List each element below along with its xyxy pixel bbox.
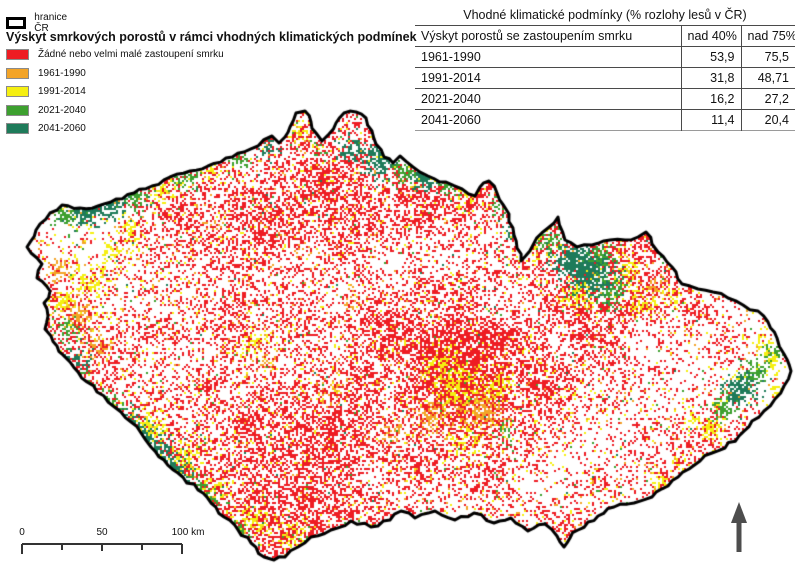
legend-item: 1961-1990 <box>6 67 224 79</box>
legend-item-label: 1991-2014 <box>38 86 86 97</box>
scale-label-50: 50 <box>96 527 108 538</box>
legend-item-label: Žádné nebo velmi malé zastoupení smrku <box>38 49 224 60</box>
value-cell: 53,9 <box>680 46 741 68</box>
table-row: 2041-2060 11,4 20,4 <box>415 109 795 131</box>
table-row: 1961-1990 53,9 75,5 <box>415 46 795 68</box>
climate-conditions-table: Výskyt porostů se zastoupením smrku nad … <box>415 25 795 131</box>
value-cell: 27,2 <box>740 88 795 110</box>
legend-item: 1991-2014 <box>6 86 224 97</box>
north-arrow-icon <box>731 502 747 552</box>
value-cell: 11,4 <box>680 109 741 131</box>
value-cell: 75,5 <box>740 46 795 68</box>
scale-label-0: 0 <box>19 527 25 538</box>
column-header: nad 75% <box>740 25 795 47</box>
legend-swatch-2021-2040 <box>6 104 29 116</box>
climate-table: Vhodné klimatické podmínky (% rozlohy le… <box>415 6 795 131</box>
table-row: 2021-2040 16,2 27,2 <box>415 88 795 110</box>
value-cell: 16,2 <box>680 88 741 110</box>
period-cell: 2021-2040 <box>421 91 481 106</box>
value-cell: 48,71 <box>740 67 795 89</box>
legend-item: 2041-2060 <box>6 123 224 134</box>
table-row: 1991-2014 31,8 48,71 <box>415 67 795 89</box>
legend-swatch-1991-2014 <box>6 86 29 97</box>
scale-label-100km: 100 km <box>171 527 205 538</box>
legend-swatch-2041-2060 <box>6 123 29 134</box>
column-header: Výskyt porostů se zastoupením smrku <box>421 28 633 43</box>
country-border-symbol <box>6 17 27 29</box>
value-cell: 31,8 <box>680 67 741 89</box>
legend-item-label: 1961-1990 <box>38 67 86 79</box>
scale-bar-ruler <box>21 543 183 554</box>
legend-items: Žádné nebo velmi malé zastoupení smrku 1… <box>6 49 224 142</box>
legend-item-label: 2041-2060 <box>38 123 86 134</box>
value-cell: 20,4 <box>740 109 795 131</box>
legend-item: 2021-2040 <box>6 104 224 116</box>
boundary-legend-item: hranice ČR <box>6 12 72 34</box>
period-cell: 2041-2060 <box>421 112 481 127</box>
legend-item: Žádné nebo velmi malé zastoupení smrku <box>6 49 224 60</box>
period-cell: 1961-1990 <box>421 49 481 64</box>
period-cell: 1991-2014 <box>421 70 481 85</box>
table-title: Vhodné klimatické podmínky (% rozlohy le… <box>463 8 747 22</box>
legend-swatch-none <box>6 49 29 60</box>
boundary-label: hranice ČR <box>34 12 68 34</box>
legend-swatch-1961-1990 <box>6 67 29 79</box>
table-header-row: Výskyt porostů se zastoupením smrku nad … <box>415 25 795 47</box>
legend-title: Výskyt smrkových porostů v rámci vhodnýc… <box>6 30 417 44</box>
column-header: nad 40% <box>680 25 741 47</box>
legend-item-label: 2021-2040 <box>38 104 86 116</box>
